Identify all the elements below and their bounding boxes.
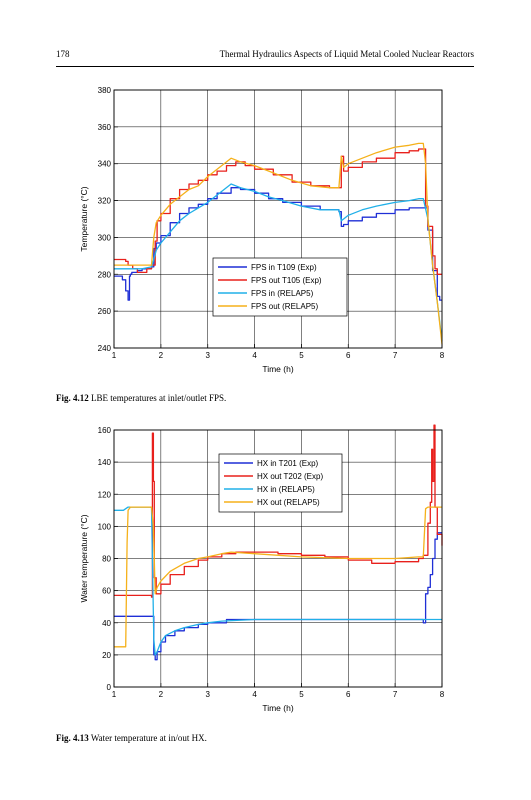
x-axis-label: Time (h) [262,703,293,713]
caption-text: Water temperature at in/out HX. [90,733,207,743]
y-tick-label: 160 [98,426,112,435]
x-tick-label: 8 [440,351,445,360]
x-tick-label: 2 [159,690,164,699]
series-group [114,142,443,345]
header-rule [56,66,474,67]
series-line-2 [114,424,443,598]
legend-entry: FPS in (RELAP5) [251,289,314,298]
page-number: 178 [56,49,70,59]
x-tick-label: 5 [299,351,304,360]
y-tick-label: 80 [102,555,111,564]
y-tick-label: 320 [98,197,112,206]
x-axis-label: Time (h) [262,364,293,374]
y-tick-label: 360 [98,123,112,132]
legend: HX in T201 (Exp) HX out T202 (Exp) HX in (… [218,453,343,513]
x-tick-label: 3 [205,690,210,699]
legend-entry: HX out T202 (Exp) [257,472,323,481]
x-tick-label: 6 [346,690,351,699]
x-tick-label: 1 [112,690,117,699]
series-line-4 [114,506,442,648]
grid [113,89,443,349]
caption-label: Fig. 4.13 [56,733,89,743]
plot-frame [113,429,443,688]
y-axis-label: Water temperature (°C) [79,514,89,602]
series-line-3 [114,506,442,656]
running-header: 178 Thermal Hydraulics Aspects of Liquid… [56,49,474,63]
caption-text: LBE temperatures at inlet/outlet FPS. [91,393,227,403]
series-line-2 [114,148,442,275]
legend-entry: FPS out (RELAP5) [251,302,318,311]
y-tick-label: 260 [98,307,112,316]
x-tick-label: 8 [440,690,445,699]
legend-entry: HX in (RELAP5) [257,485,315,494]
axis-ticks: 1 2 3 4 5 6 7 8 240 260 280 300 320 340 360 380 [98,86,445,360]
series-group [114,424,443,661]
series-line-1 [114,187,442,301]
x-tick-label: 3 [205,351,210,360]
y-tick-label: 380 [98,86,112,95]
y-axis-label: Temperature (°C) [79,186,89,251]
x-tick-label: 4 [252,351,257,360]
y-tick-label: 20 [102,651,111,660]
y-tick-label: 100 [98,522,112,531]
x-tick-label: 4 [252,690,257,699]
x-tick-label: 1 [112,351,117,360]
figure-caption-4-13: Fig. 4.13 Water temperature at in/out HX… [56,733,207,743]
legend: FPS in T109 (Exp) FPS out T105 (Exp) FPS i… [212,257,348,317]
y-tick-label: 140 [98,458,112,467]
y-tick-label: 300 [98,233,112,242]
figure-caption-4-12: Fig. 4.12 LBE temperatures at inlet/outl… [56,393,226,403]
y-tick-label: 240 [98,344,112,353]
series-line-3 [114,183,443,341]
x-tick-label: 7 [393,690,398,699]
running-title: Thermal Hydraulics Aspects of Liquid Met… [219,49,474,59]
lbe-temperature-chart: 1 2 3 4 5 6 7 8 240 260 280 300 320 340 360 380 Time (h)… [79,86,445,374]
series-line-1 [114,532,442,661]
y-tick-label: 120 [98,490,112,499]
legend-entry: FPS out T105 (Exp) [251,276,322,285]
legend-entry: FPS in T109 (Exp) [251,263,317,272]
legend-entry: HX out (RELAP5) [257,498,320,507]
y-tick-label: 40 [102,619,111,628]
y-tick-label: 340 [98,160,112,169]
legend-entry: HX in T201 (Exp) [257,459,319,468]
y-tick-label: 60 [102,587,111,596]
y-tick-label: 0 [107,683,112,692]
x-tick-label: 2 [159,351,164,360]
plot-frame [113,89,443,349]
series-line-4 [114,142,443,345]
y-tick-label: 280 [98,270,112,279]
x-tick-label: 6 [346,351,351,360]
caption-label: Fig. 4.12 [56,393,89,403]
x-tick-label: 7 [393,351,398,360]
x-tick-label: 5 [299,690,304,699]
